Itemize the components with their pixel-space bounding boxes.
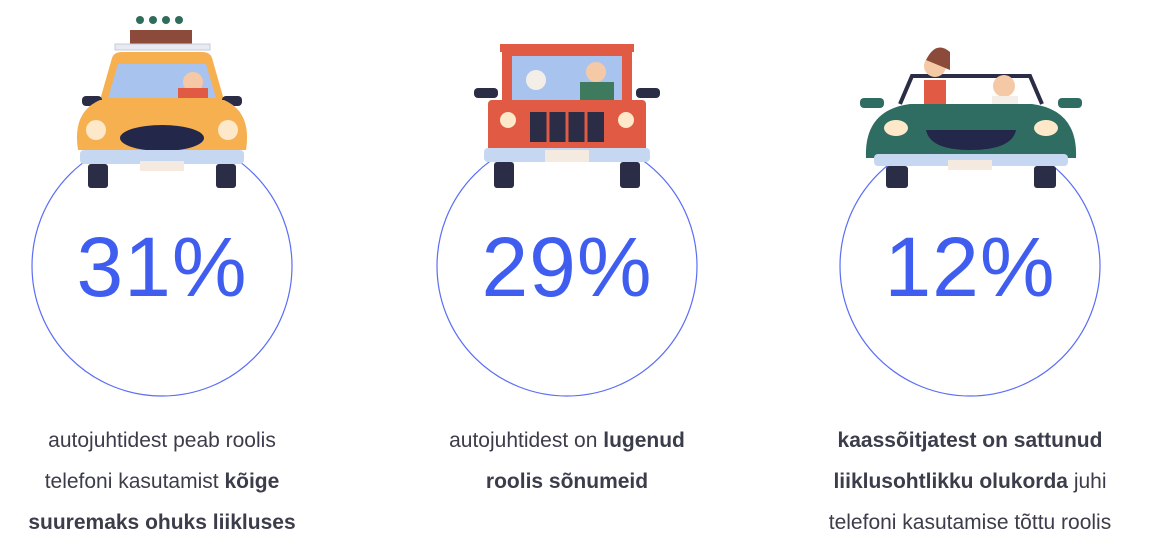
bold-text: roolis sõnumeid (485, 470, 649, 493)
stat-description: kaassõitjatest on sattunud liiklusohtlikk… (780, 420, 1149, 533)
text: juhi (1068, 470, 1107, 493)
stat-column: 12% kaassõitjatest on sattunud liiklusohtl… (780, 0, 1149, 533)
description-line: telefoni kasutamist kõige (0, 461, 352, 502)
stat-value: 31% (76, 220, 248, 314)
bold-text: suuremaks ohuks liikluses (28, 511, 296, 533)
description-line: liiklusohtlikku olukorda juhi (780, 461, 1149, 502)
stat-column: 29% autojuhtidest on lugenud roolis sõnume… (377, 0, 757, 533)
description-line: kaassõitjatest on sattunud (780, 420, 1149, 461)
stat-description: autojuhtidest on lugenud roolis sõnumeid (377, 420, 757, 502)
bold-text: kõige (224, 470, 280, 493)
stat-value: 29% (481, 220, 653, 314)
description-line: suuremaks ohuks liikluses (0, 502, 352, 533)
text: autojuhtidest peab roolis (48, 429, 276, 452)
car-yellow (76, 16, 248, 188)
text: telefoni kasutamist (44, 470, 225, 493)
description-line: autojuhtidest peab roolis (0, 420, 352, 461)
car-red (474, 44, 660, 188)
bold-text: lugenud (603, 429, 685, 452)
description-line: telefoni kasutamise tõttu roolis (780, 502, 1149, 533)
text: telefoni kasutamise tõttu roolis (828, 511, 1112, 533)
stat-description: autojuhtidest peab roolis telefoni kasuta… (0, 420, 352, 533)
stat-value: 12% (884, 220, 1056, 314)
text: autojuhtidest on (449, 429, 604, 452)
bold-text: kaassõitjatest on sattunud (837, 429, 1103, 452)
bold-text: liiklusohtlikku olukorda (833, 470, 1068, 493)
description-line: roolis sõnumeid (377, 461, 757, 502)
description-line: autojuhtidest on lugenud (377, 420, 757, 461)
car-green (860, 47, 1082, 188)
stat-column: 31% autojuhtidest peab roolis telefoni kas… (0, 0, 352, 533)
